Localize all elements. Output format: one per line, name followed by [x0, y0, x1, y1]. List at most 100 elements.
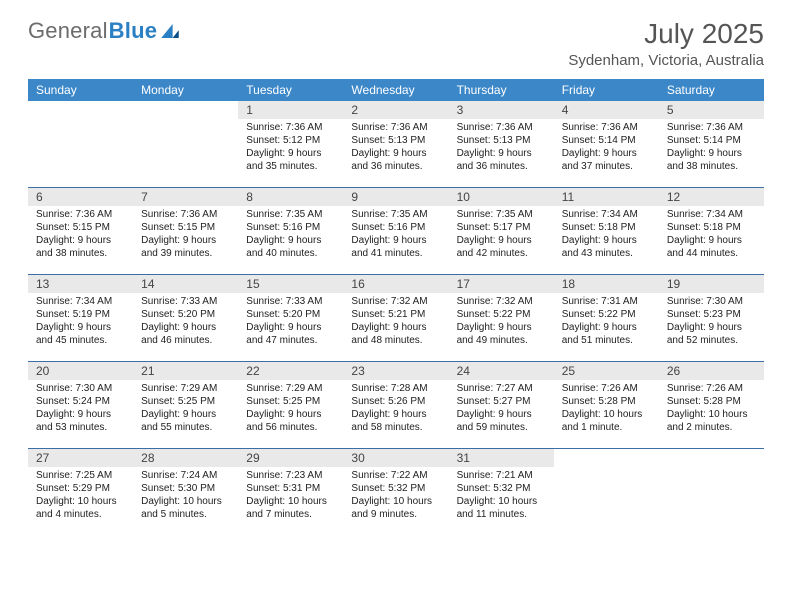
day-body: Sunrise: 7:36 AMSunset: 5:13 PMDaylight:…: [449, 119, 554, 177]
sunrise-text: Sunrise: 7:35 AM: [351, 208, 440, 221]
sunrise-text: Sunrise: 7:24 AM: [141, 469, 230, 482]
day-body: Sunrise: 7:30 AMSunset: 5:24 PMDaylight:…: [28, 380, 133, 438]
daylight-text: Daylight: 9 hours and 47 minutes.: [246, 321, 335, 347]
day-cell: 24Sunrise: 7:27 AMSunset: 5:27 PMDayligh…: [449, 362, 554, 448]
daylight-text: Daylight: 10 hours and 1 minute.: [562, 408, 651, 434]
title-block: July 2025 Sydenham, Victoria, Australia: [568, 18, 764, 69]
daylight-text: Daylight: 9 hours and 44 minutes.: [667, 234, 756, 260]
day-cell: 3Sunrise: 7:36 AMSunset: 5:13 PMDaylight…: [449, 101, 554, 187]
day-body: Sunrise: 7:25 AMSunset: 5:29 PMDaylight:…: [28, 467, 133, 525]
daylight-text: Daylight: 9 hours and 40 minutes.: [246, 234, 335, 260]
daylight-text: Daylight: 10 hours and 2 minutes.: [667, 408, 756, 434]
day-body: Sunrise: 7:30 AMSunset: 5:23 PMDaylight:…: [659, 293, 764, 351]
sunrise-text: Sunrise: 7:36 AM: [141, 208, 230, 221]
day-cell: 5Sunrise: 7:36 AMSunset: 5:14 PMDaylight…: [659, 101, 764, 187]
daylight-text: Daylight: 10 hours and 11 minutes.: [457, 495, 546, 521]
day-body: Sunrise: 7:33 AMSunset: 5:20 PMDaylight:…: [238, 293, 343, 351]
sunset-text: Sunset: 5:19 PM: [36, 308, 125, 321]
day-cell: 15Sunrise: 7:33 AMSunset: 5:20 PMDayligh…: [238, 275, 343, 361]
daylight-text: Daylight: 9 hours and 42 minutes.: [457, 234, 546, 260]
daylight-text: Daylight: 9 hours and 52 minutes.: [667, 321, 756, 347]
sunrise-text: Sunrise: 7:36 AM: [667, 121, 756, 134]
day-cell: 21Sunrise: 7:29 AMSunset: 5:25 PMDayligh…: [133, 362, 238, 448]
day-cell: 20Sunrise: 7:30 AMSunset: 5:24 PMDayligh…: [28, 362, 133, 448]
day-cell: 7Sunrise: 7:36 AMSunset: 5:15 PMDaylight…: [133, 188, 238, 274]
brand-part2: Blue: [109, 18, 157, 43]
day-cell: 8Sunrise: 7:35 AMSunset: 5:16 PMDaylight…: [238, 188, 343, 274]
weekday-header: Sunday: [28, 79, 133, 101]
day-number: 27: [28, 449, 133, 467]
day-number: 24: [449, 362, 554, 380]
day-body: Sunrise: 7:36 AMSunset: 5:15 PMDaylight:…: [28, 206, 133, 264]
sunset-text: Sunset: 5:15 PM: [36, 221, 125, 234]
day-number: 10: [449, 188, 554, 206]
day-body: Sunrise: 7:31 AMSunset: 5:22 PMDaylight:…: [554, 293, 659, 351]
day-number: 3: [449, 101, 554, 119]
sunset-text: Sunset: 5:13 PM: [351, 134, 440, 147]
day-cell: 26Sunrise: 7:26 AMSunset: 5:28 PMDayligh…: [659, 362, 764, 448]
day-number: 7: [133, 188, 238, 206]
day-cell: 12Sunrise: 7:34 AMSunset: 5:18 PMDayligh…: [659, 188, 764, 274]
sunset-text: Sunset: 5:28 PM: [667, 395, 756, 408]
sunrise-text: Sunrise: 7:34 AM: [36, 295, 125, 308]
sunrise-text: Sunrise: 7:36 AM: [351, 121, 440, 134]
sunrise-text: Sunrise: 7:36 AM: [36, 208, 125, 221]
day-cell-empty: [554, 449, 659, 535]
day-body: Sunrise: 7:36 AMSunset: 5:13 PMDaylight:…: [343, 119, 448, 177]
daylight-text: Daylight: 9 hours and 36 minutes.: [351, 147, 440, 173]
day-body: Sunrise: 7:29 AMSunset: 5:25 PMDaylight:…: [133, 380, 238, 438]
sunset-text: Sunset: 5:31 PM: [246, 482, 335, 495]
day-cell: 1Sunrise: 7:36 AMSunset: 5:12 PMDaylight…: [238, 101, 343, 187]
day-cell: 19Sunrise: 7:30 AMSunset: 5:23 PMDayligh…: [659, 275, 764, 361]
sunset-text: Sunset: 5:22 PM: [562, 308, 651, 321]
day-number: 31: [449, 449, 554, 467]
sunrise-text: Sunrise: 7:35 AM: [457, 208, 546, 221]
day-number: 25: [554, 362, 659, 380]
sunset-text: Sunset: 5:27 PM: [457, 395, 546, 408]
day-number: 16: [343, 275, 448, 293]
daylight-text: Daylight: 9 hours and 56 minutes.: [246, 408, 335, 434]
sunrise-text: Sunrise: 7:34 AM: [667, 208, 756, 221]
day-cell: 17Sunrise: 7:32 AMSunset: 5:22 PMDayligh…: [449, 275, 554, 361]
sunset-text: Sunset: 5:24 PM: [36, 395, 125, 408]
weekday-header: Saturday: [659, 79, 764, 101]
brand-part1: General: [28, 18, 108, 43]
daylight-text: Daylight: 9 hours and 58 minutes.: [351, 408, 440, 434]
week-row: 13Sunrise: 7:34 AMSunset: 5:19 PMDayligh…: [28, 274, 764, 361]
day-body: Sunrise: 7:34 AMSunset: 5:18 PMDaylight:…: [554, 206, 659, 264]
day-number: 26: [659, 362, 764, 380]
daylight-text: Daylight: 10 hours and 4 minutes.: [36, 495, 125, 521]
day-cell: 10Sunrise: 7:35 AMSunset: 5:17 PMDayligh…: [449, 188, 554, 274]
sunset-text: Sunset: 5:32 PM: [351, 482, 440, 495]
day-number: 2: [343, 101, 448, 119]
sunrise-text: Sunrise: 7:22 AM: [351, 469, 440, 482]
day-cell-empty: [659, 449, 764, 535]
day-cell: 13Sunrise: 7:34 AMSunset: 5:19 PMDayligh…: [28, 275, 133, 361]
day-body: Sunrise: 7:28 AMSunset: 5:26 PMDaylight:…: [343, 380, 448, 438]
day-number: 15: [238, 275, 343, 293]
sunset-text: Sunset: 5:18 PM: [562, 221, 651, 234]
day-cell: 23Sunrise: 7:28 AMSunset: 5:26 PMDayligh…: [343, 362, 448, 448]
day-number: 4: [554, 101, 659, 119]
weekday-header: Wednesday: [343, 79, 448, 101]
day-number: 11: [554, 188, 659, 206]
sunrise-text: Sunrise: 7:36 AM: [246, 121, 335, 134]
sunset-text: Sunset: 5:20 PM: [246, 308, 335, 321]
daylight-text: Daylight: 9 hours and 59 minutes.: [457, 408, 546, 434]
sunrise-text: Sunrise: 7:21 AM: [457, 469, 546, 482]
daylight-text: Daylight: 9 hours and 43 minutes.: [562, 234, 651, 260]
day-cell: 6Sunrise: 7:36 AMSunset: 5:15 PMDaylight…: [28, 188, 133, 274]
day-cell: 30Sunrise: 7:22 AMSunset: 5:32 PMDayligh…: [343, 449, 448, 535]
daylight-text: Daylight: 9 hours and 55 minutes.: [141, 408, 230, 434]
calendar: Sunday Monday Tuesday Wednesday Thursday…: [28, 79, 764, 535]
day-cell: 25Sunrise: 7:26 AMSunset: 5:28 PMDayligh…: [554, 362, 659, 448]
sunset-text: Sunset: 5:29 PM: [36, 482, 125, 495]
sunset-text: Sunset: 5:14 PM: [667, 134, 756, 147]
sunrise-text: Sunrise: 7:29 AM: [141, 382, 230, 395]
day-body: Sunrise: 7:36 AMSunset: 5:14 PMDaylight:…: [554, 119, 659, 177]
day-body: Sunrise: 7:33 AMSunset: 5:20 PMDaylight:…: [133, 293, 238, 351]
day-number: 19: [659, 275, 764, 293]
sunset-text: Sunset: 5:21 PM: [351, 308, 440, 321]
day-cell: 18Sunrise: 7:31 AMSunset: 5:22 PMDayligh…: [554, 275, 659, 361]
day-body: Sunrise: 7:21 AMSunset: 5:32 PMDaylight:…: [449, 467, 554, 525]
